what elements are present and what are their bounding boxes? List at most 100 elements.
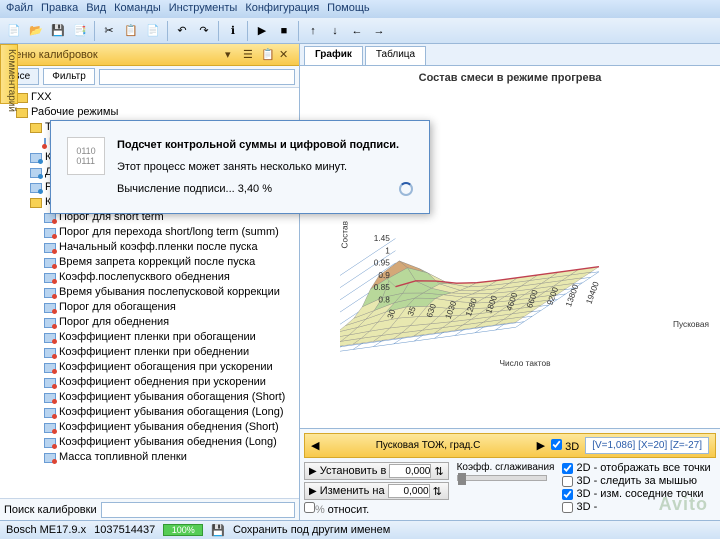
header-icon-3[interactable]: 📋	[261, 48, 275, 62]
tree-item[interactable]: Коэффициент убывания обогащения (Long)	[42, 405, 299, 420]
item-icon	[44, 138, 46, 148]
svg-text:1.45: 1.45	[374, 233, 391, 243]
cut-icon[interactable]: ✂	[99, 21, 119, 41]
cb-relative[interactable]: % относит.	[304, 502, 449, 516]
tree-item[interactable]: Коэфф.послепусквого обеднения	[42, 270, 299, 285]
calibration-header: Меню калибровок ▾ ☰ 📋 ✕	[0, 44, 299, 66]
chart-tabs: График Таблица	[300, 44, 720, 66]
saveas-icon[interactable]: 📑	[70, 21, 90, 41]
tree-label: Порог для обеднения	[59, 315, 169, 330]
svg-text:0.95: 0.95	[374, 258, 391, 268]
menu-Вид[interactable]: Вид	[86, 2, 106, 16]
btn-change-by[interactable]: ▶ Изменить на ⇅	[304, 482, 449, 500]
copy-icon[interactable]: 📋	[121, 21, 141, 41]
watermark: Avito	[659, 494, 708, 515]
change-value-input[interactable]	[388, 484, 430, 498]
svg-text:Состав: Состав	[340, 220, 349, 248]
item-icon	[30, 153, 42, 163]
tree-item[interactable]: Коэффициент обогащения при ускорении	[42, 360, 299, 375]
open-icon[interactable]: 📂	[26, 21, 46, 41]
item-icon	[44, 318, 56, 328]
tree-label: Начальный коэфф.пленки после пуска	[59, 240, 258, 255]
down-icon[interactable]: ↓	[325, 21, 345, 41]
tree-item[interactable]: Масса топливной пленки	[42, 450, 299, 465]
paste-icon[interactable]: 📄	[143, 21, 163, 41]
folder-icon	[30, 123, 42, 133]
svg-text:1: 1	[385, 245, 390, 255]
tree-folder[interactable]: Рабочие режимы	[14, 105, 299, 120]
axis-label: Пусковая ТОЖ, град.С	[325, 440, 530, 451]
menu-Файл[interactable]: Файл	[6, 2, 33, 16]
coord-readout: [V=1,086] [X=20] [Z=-27]	[585, 437, 709, 454]
search-input[interactable]	[101, 502, 295, 518]
menu-Правка[interactable]: Правка	[41, 2, 78, 16]
tree-item[interactable]: Порог для обеднения	[42, 315, 299, 330]
tree-label: Коэффициент убывания обогащения (Long)	[59, 405, 284, 420]
save-icon[interactable]: 💾	[48, 21, 68, 41]
set-value-input[interactable]	[389, 464, 431, 478]
tree-folder[interactable]: ГХХ	[14, 90, 299, 105]
item-icon	[30, 183, 42, 193]
stop-icon[interactable]: ■	[274, 21, 294, 41]
statusbar: Bosch ME17.9.x 1037514437 100% 💾 Сохрани…	[0, 520, 720, 539]
header-icon-2[interactable]: ☰	[243, 48, 257, 62]
tree-item[interactable]: Время убывания послепусковой коррекции	[42, 285, 299, 300]
tree-label: Коэффициент пленки при обеднении	[59, 345, 249, 360]
item-icon	[44, 348, 56, 358]
cb-3d[interactable]: 3D	[551, 439, 579, 453]
tree-item[interactable]: Коэффициент убывания обогащения (Short)	[42, 390, 299, 405]
search-row: Поиск калибровки	[0, 498, 299, 520]
tree-item[interactable]: Порог для перехода short/long term (summ…	[42, 225, 299, 240]
folder-icon	[30, 198, 42, 208]
up-icon[interactable]: ↑	[303, 21, 323, 41]
tab-graph[interactable]: График	[304, 46, 363, 65]
smooth-slider[interactable]	[457, 475, 547, 481]
run-icon[interactable]: ▶	[252, 21, 272, 41]
left-icon[interactable]: ←	[347, 21, 367, 41]
right-icon[interactable]: →	[369, 21, 389, 41]
item-icon	[44, 423, 56, 433]
tab-table[interactable]: Таблица	[365, 46, 426, 65]
tree-item[interactable]: Порог для обогащения	[42, 300, 299, 315]
item-icon	[44, 453, 56, 463]
header-icon-1[interactable]: ▾	[225, 48, 239, 62]
tree-item[interactable]: Коэффициент пленки при обеднении	[42, 345, 299, 360]
status-id: 1037514437	[94, 524, 155, 536]
tree-item[interactable]: Время запрета коррекций после пуска	[42, 255, 299, 270]
nav-right-icon[interactable]: ▶	[537, 439, 545, 452]
cb-2d-all[interactable]: 2D - отображать все точки	[562, 462, 710, 474]
cb-3d-follow[interactable]: 3D - следить за мышью	[562, 475, 710, 487]
item-icon	[44, 393, 56, 403]
tree-item[interactable]: Коэффициент убывания обеднения (Short)	[42, 420, 299, 435]
side-comment-tab[interactable]: Комментарий	[0, 44, 18, 104]
filter-input[interactable]	[99, 69, 295, 85]
tree-item[interactable]: Коэффициент убывания обеднения (Long)	[42, 435, 299, 450]
menu-Конфигурация[interactable]: Конфигурация	[245, 2, 319, 16]
btn-set-to[interactable]: ▶ Установить в ⇅	[304, 462, 449, 480]
menu-Помощь[interactable]: Помощь	[327, 2, 370, 16]
tree-label: Коэффициент убывания обогащения (Short)	[59, 390, 285, 405]
filter-filter-tab[interactable]: Фильтр	[43, 68, 95, 85]
menu-Инструменты[interactable]: Инструменты	[169, 2, 238, 16]
tree-item[interactable]: Коэффициент обеднения при ускорении	[42, 375, 299, 390]
new-icon[interactable]: 📄	[4, 21, 24, 41]
tree-item[interactable]: Коэффициент пленки при обогащении	[42, 330, 299, 345]
left-panel: Меню калибровок ▾ ☰ 📋 ✕ Все Фильтр ГХХРа…	[0, 44, 300, 520]
tree-label: Время убывания послепусковой коррекции	[59, 285, 280, 300]
item-icon	[44, 243, 56, 253]
chart-title: Состав смеси в режиме прогрева	[300, 66, 720, 90]
header-icon-4[interactable]: ✕	[279, 48, 293, 62]
info-icon[interactable]: ℹ	[223, 21, 243, 41]
menu-Команды[interactable]: Команды	[114, 2, 161, 16]
folder-icon	[16, 108, 28, 118]
tree-label: Коэффициент убывания обеднения (Long)	[59, 435, 277, 450]
dialog-line2: Вычисление подписи... 3,40 %	[117, 181, 272, 197]
tree-label: Коэффициент обеднения при ускорении	[59, 375, 266, 390]
tree-item[interactable]: Начальный коэфф.пленки после пуска	[42, 240, 299, 255]
redo-icon[interactable]: ↷	[194, 21, 214, 41]
undo-icon[interactable]: ↶	[172, 21, 192, 41]
tree-label: Коэффициент обогащения при ускорении	[59, 360, 273, 375]
nav-left-icon[interactable]: ◀	[311, 439, 319, 452]
tree-label: Коэффициент убывания обеднения (Short)	[59, 420, 279, 435]
item-icon	[44, 363, 56, 373]
